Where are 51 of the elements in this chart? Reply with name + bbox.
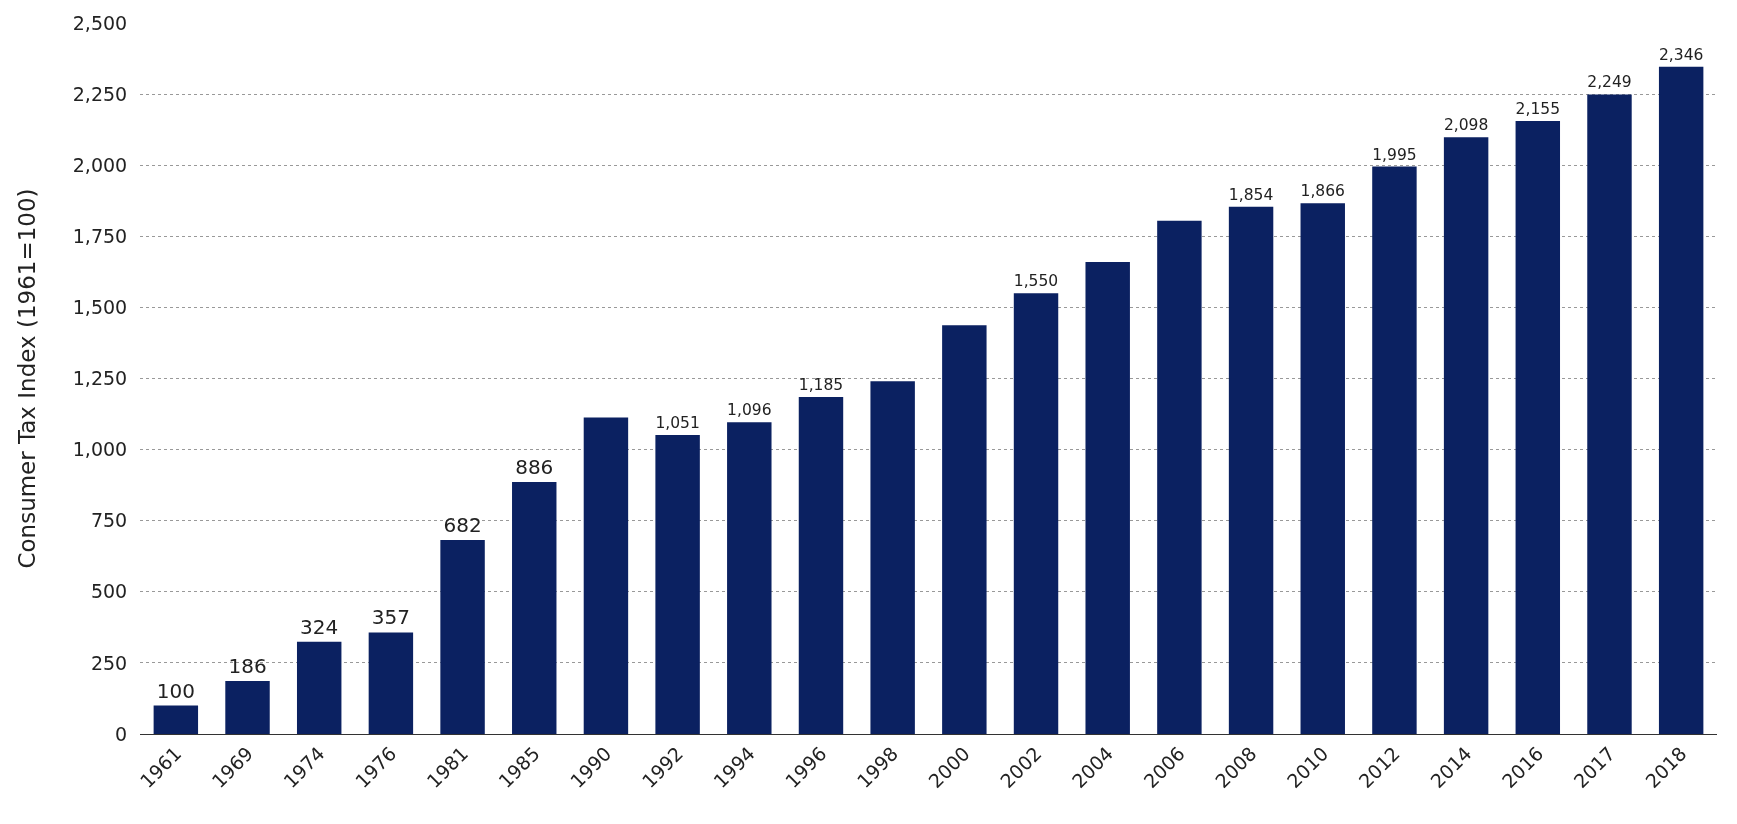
- y-tick-label: 1,000: [72, 438, 128, 461]
- data-label: 1,051: [655, 414, 700, 433]
- y-tick-label: 1,500: [72, 296, 128, 319]
- y-axis-title: Consumer Tax Index (1961=100): [14, 188, 41, 569]
- bar: [942, 325, 987, 734]
- bar: [798, 396, 844, 734]
- bar: [1085, 261, 1130, 734]
- bar: [1228, 206, 1274, 734]
- bar: [1658, 66, 1704, 734]
- data-label: 2,155: [1515, 100, 1561, 119]
- bar: [1515, 121, 1561, 734]
- bar: [296, 641, 342, 734]
- data-label: 1,550: [1013, 272, 1059, 291]
- data-label: 682: [443, 513, 482, 538]
- bar: [1443, 137, 1489, 734]
- data-label: 1,096: [727, 401, 772, 420]
- y-tick-label: 2,250: [72, 82, 128, 105]
- data-label: 324: [300, 614, 339, 639]
- data-label: 2,346: [1658, 45, 1704, 64]
- y-tick-label: 0: [115, 722, 128, 745]
- bar: [1300, 203, 1345, 734]
- bar: [153, 705, 199, 734]
- y-tick-label: 250: [90, 651, 128, 674]
- data-label: 1,854: [1228, 185, 1274, 204]
- data-label: 886: [515, 455, 554, 480]
- bar: [1372, 166, 1417, 734]
- data-label: 2,098: [1443, 116, 1489, 135]
- bar: [727, 422, 772, 734]
- y-tick-label: 1,750: [72, 224, 128, 247]
- y-tick-label: 2,000: [72, 153, 128, 176]
- data-label: 1,185: [798, 376, 844, 395]
- bar: [1013, 293, 1059, 734]
- bar: [225, 681, 270, 734]
- bar: [368, 632, 414, 734]
- bar: [870, 381, 915, 734]
- bar: [655, 435, 700, 734]
- bar: [583, 417, 629, 734]
- bar: [1587, 94, 1632, 734]
- bar: [1157, 220, 1202, 734]
- data-label: 2,249: [1587, 73, 1632, 92]
- data-label: 186: [228, 654, 267, 679]
- data-label: 100: [156, 678, 195, 703]
- y-tick-label: 1,250: [72, 367, 128, 390]
- data-label: 357: [371, 605, 410, 630]
- bar: [440, 540, 485, 734]
- y-tick-label: 500: [90, 580, 128, 603]
- y-tick-label: 750: [90, 509, 128, 532]
- data-label: 1,995: [1372, 145, 1417, 164]
- y-tick-label: 2,500: [72, 11, 128, 34]
- bar: [512, 482, 557, 734]
- data-label: 1,866: [1300, 182, 1345, 201]
